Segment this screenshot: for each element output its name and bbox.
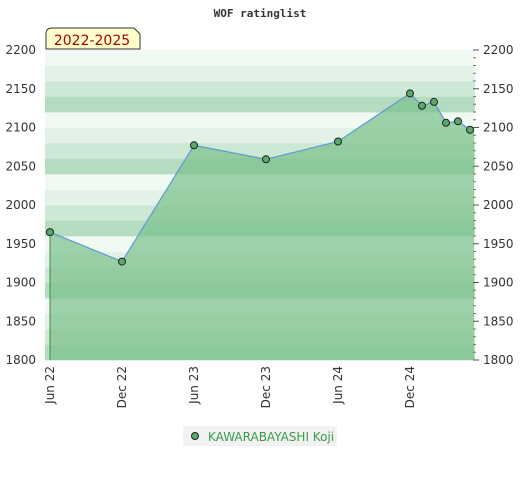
- y-tick-label-right: 2100: [483, 121, 514, 135]
- background-band: [45, 50, 475, 66]
- x-tick-label: Jun 22: [43, 366, 57, 405]
- legend-label: KAWARABAYASHI Koji: [208, 430, 334, 444]
- y-tick-label: 2100: [5, 121, 36, 135]
- data-point: [190, 141, 198, 150]
- y-tick-label: 2050: [5, 159, 36, 173]
- x-tick-label: Jun 24: [331, 366, 345, 405]
- period-badge-text: 2022-2025: [54, 33, 130, 49]
- x-tick-label: Dec 23: [259, 366, 273, 408]
- y-tick-label-right: 2200: [483, 43, 514, 57]
- y-tick-label-right: 1800: [483, 353, 514, 367]
- data-point: [262, 155, 270, 164]
- y-tick-label: 1850: [5, 314, 36, 328]
- y-tick-label: 1900: [5, 276, 36, 290]
- background-band: [45, 96, 475, 113]
- data-point: [334, 137, 342, 146]
- background-band: [45, 81, 475, 97]
- y-tick-label: 2000: [5, 198, 36, 212]
- x-tick-label: Dec 24: [403, 366, 417, 408]
- y-tick-label-right: 2150: [483, 82, 514, 96]
- data-point: [406, 89, 414, 98]
- data-point: [418, 101, 426, 110]
- y-tick-label-right: 1950: [483, 237, 514, 251]
- y-tick-label-right: 1900: [483, 276, 514, 290]
- series-points: [46, 89, 474, 266]
- y-tick-label: 2200: [5, 43, 36, 57]
- x-axis: Jun 22 Dec 22 Jun 23 Dec 23 Jun 24 Dec 24: [43, 366, 417, 408]
- data-point: [430, 97, 438, 106]
- legend-marker: [191, 432, 199, 440]
- series-area: [50, 93, 474, 361]
- y-axis-right: 1800 1850 1900 1950 2000 2050 2100 2150 2200: [473, 43, 514, 367]
- y-tick-label-right: 2000: [483, 198, 514, 212]
- background-band: [45, 65, 475, 82]
- period-badge: 2022-2025: [45, 27, 141, 50]
- x-tick-label: Dec 22: [115, 366, 129, 408]
- y-tick-label-right: 1850: [483, 314, 514, 328]
- y-axis-left: 1800 1850 1900 1950 2000 2050 2100 2150 2200: [5, 43, 36, 367]
- x-tick-label: Jun 23: [187, 366, 201, 405]
- y-tick-label: 1800: [5, 353, 36, 367]
- y-tick-label-right: 2050: [483, 159, 514, 173]
- data-point: [466, 125, 474, 134]
- y-tick-label: 1950: [5, 237, 36, 251]
- legend: KAWARABAYASHI Koji: [183, 426, 337, 446]
- data-point: [442, 118, 450, 127]
- data-point: [454, 117, 462, 126]
- chart-title: WOF ratinglist: [214, 7, 307, 20]
- data-point: [118, 257, 126, 266]
- y-tick-label: 2150: [5, 82, 36, 96]
- legend-box: [183, 426, 337, 446]
- data-point: [46, 228, 54, 237]
